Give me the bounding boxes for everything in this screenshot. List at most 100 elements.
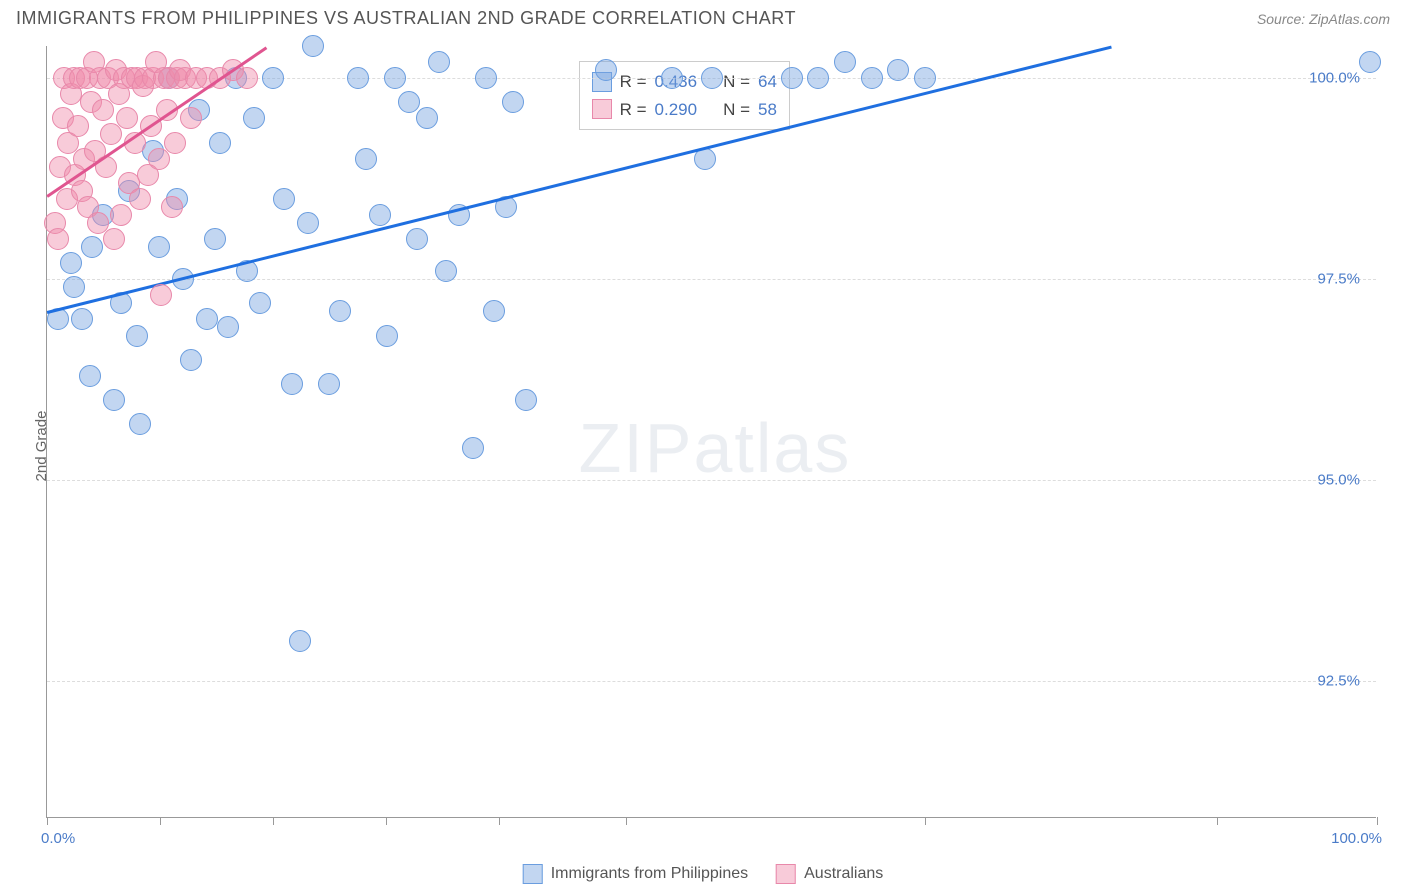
x-tick <box>160 817 161 825</box>
y-tick-label: 97.5% <box>1317 271 1360 288</box>
watermark-bold: ZIP <box>579 409 694 487</box>
data-point <box>129 188 151 210</box>
data-point <box>103 389 125 411</box>
stats-row: R = 0.290 N = 58 <box>592 96 777 123</box>
data-point <box>129 413 151 435</box>
x-tick <box>273 817 274 825</box>
series-swatch <box>592 99 612 119</box>
data-point <box>273 188 295 210</box>
x-tick <box>386 817 387 825</box>
y-tick-label: 100.0% <box>1309 70 1360 87</box>
legend-item: Immigrants from Philippines <box>523 864 748 884</box>
data-point <box>100 123 122 145</box>
data-point <box>79 365 101 387</box>
data-point <box>369 204 391 226</box>
data-point <box>47 228 69 250</box>
chart-legend: Immigrants from Philippines Australians <box>523 864 884 884</box>
n-value: 64 <box>758 68 777 95</box>
data-point <box>376 325 398 347</box>
data-point <box>398 91 420 113</box>
data-point <box>515 389 537 411</box>
data-point <box>701 67 723 89</box>
x-tick <box>925 817 926 825</box>
data-point <box>92 99 114 121</box>
data-point <box>297 212 319 234</box>
data-point <box>661 67 683 89</box>
legend-item: Australians <box>776 864 883 884</box>
data-point <box>148 236 170 258</box>
source-attribution: Source: ZipAtlas.com <box>1257 11 1390 27</box>
data-point <box>236 67 258 89</box>
data-point <box>180 107 202 129</box>
data-point <box>161 196 183 218</box>
data-point <box>502 91 524 113</box>
legend-swatch <box>523 864 543 884</box>
data-point <box>217 316 239 338</box>
data-point <box>164 132 186 154</box>
data-point <box>103 228 125 250</box>
data-point <box>196 308 218 330</box>
r-value: 0.290 <box>655 96 698 123</box>
x-tick <box>47 817 48 825</box>
watermark-light: atlas <box>694 409 852 487</box>
legend-label: Immigrants from Philippines <box>551 865 748 883</box>
gridline <box>47 480 1376 481</box>
x-tick <box>1217 817 1218 825</box>
data-point <box>110 204 132 226</box>
data-point <box>406 228 428 250</box>
data-point <box>209 132 231 154</box>
n-value: 58 <box>758 96 777 123</box>
data-point <box>302 35 324 57</box>
data-point <box>116 107 138 129</box>
scatter-chart: ZIPatlas R =0.436N =64R =0.290N =58 0.0%… <box>46 46 1376 818</box>
data-point <box>249 292 271 314</box>
chart-title: IMMIGRANTS FROM PHILIPPINES VS AUSTRALIA… <box>16 8 796 29</box>
legend-swatch <box>776 864 796 884</box>
data-point <box>180 349 202 371</box>
data-point <box>462 437 484 459</box>
data-point <box>416 107 438 129</box>
data-point <box>347 67 369 89</box>
data-point <box>428 51 450 73</box>
data-point <box>435 260 457 282</box>
data-point <box>281 373 303 395</box>
data-point <box>384 67 406 89</box>
x-axis-min-label: 0.0% <box>41 830 75 847</box>
x-tick <box>499 817 500 825</box>
stats-row: R =0.436N =64 <box>592 68 777 95</box>
data-point <box>262 67 284 89</box>
data-point <box>150 284 172 306</box>
chart-header: IMMIGRANTS FROM PHILIPPINES VS AUSTRALIA… <box>0 0 1406 33</box>
data-point <box>81 236 103 258</box>
n-label: N = <box>723 68 750 95</box>
data-point <box>243 107 265 129</box>
x-tick <box>1377 817 1378 825</box>
data-point <box>807 67 829 89</box>
x-axis-max-label: 100.0% <box>1331 830 1382 847</box>
data-point <box>483 300 505 322</box>
data-point <box>71 308 93 330</box>
n-label: N = <box>723 96 750 123</box>
data-point <box>834 51 856 73</box>
r-label: R = <box>620 68 647 95</box>
data-point <box>126 325 148 347</box>
data-point <box>781 67 803 89</box>
data-point <box>887 59 909 81</box>
data-point <box>475 67 497 89</box>
data-point <box>1359 51 1381 73</box>
legend-label: Australians <box>804 865 883 883</box>
data-point <box>60 252 82 274</box>
data-point <box>289 630 311 652</box>
data-point <box>318 373 340 395</box>
x-tick <box>626 817 627 825</box>
gridline <box>47 681 1376 682</box>
r-label: R = <box>620 96 647 123</box>
data-point <box>148 148 170 170</box>
data-point <box>861 67 883 89</box>
data-point <box>914 67 936 89</box>
data-point <box>329 300 351 322</box>
data-point <box>67 115 89 137</box>
data-point <box>63 276 85 298</box>
watermark: ZIPatlas <box>579 408 852 488</box>
y-tick-label: 92.5% <box>1317 673 1360 690</box>
